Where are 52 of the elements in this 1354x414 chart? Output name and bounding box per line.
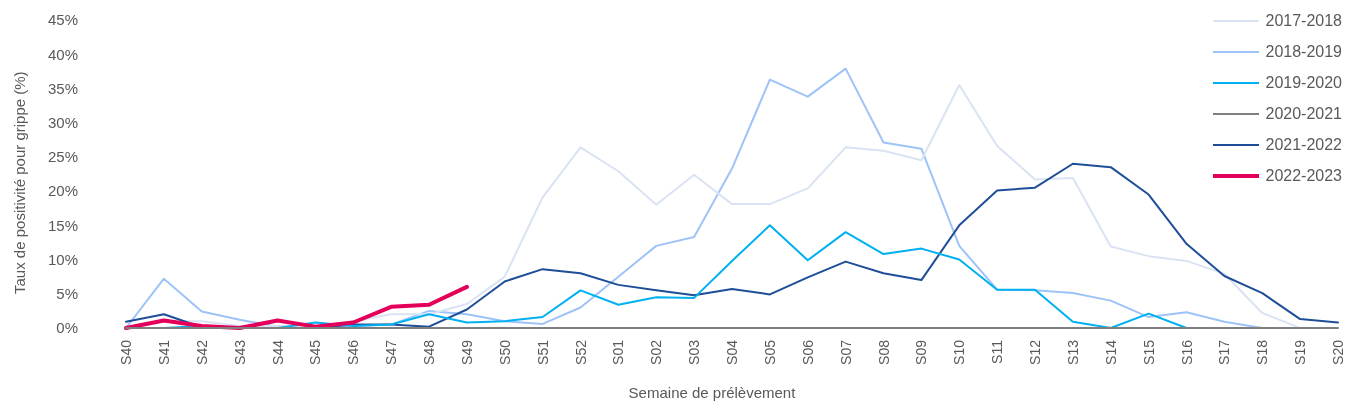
- legend-label: 2022-2023: [1265, 167, 1342, 185]
- y-tick-label: 40%: [47, 45, 78, 63]
- x-tick-label: S12: [1027, 339, 1043, 365]
- legend-label: 2018-2019: [1265, 43, 1342, 61]
- y-tick-label: 10%: [47, 250, 78, 268]
- x-tick-label: S42: [193, 339, 210, 365]
- legend-label: 2017-2018: [1265, 12, 1342, 30]
- x-tick-label: S10: [951, 339, 968, 365]
- y-tick-label: 20%: [47, 182, 78, 200]
- y-tick-label: 5%: [56, 285, 78, 303]
- x-tick-label: S51: [534, 339, 551, 365]
- line-series: [124, 284, 469, 330]
- x-tick-label: S13: [1064, 339, 1081, 365]
- x-tick-label: S20: [1330, 339, 1346, 365]
- x-tick-label: S46: [345, 339, 362, 365]
- x-tick-label: S18: [1254, 339, 1271, 365]
- x-tick-label: S48: [421, 339, 437, 365]
- x-tick-label: S06: [799, 339, 816, 365]
- x-tick-label: S14: [1102, 339, 1119, 365]
- x-tick-label: S01: [610, 339, 627, 365]
- y-tick-label: 30%: [47, 113, 78, 131]
- x-tick-label: S16: [1178, 339, 1195, 365]
- x-tick-label: S40: [118, 339, 134, 365]
- x-tick-label: S02: [648, 339, 665, 365]
- x-tick-label: S05: [761, 339, 778, 365]
- x-tick-label: S52: [572, 339, 589, 365]
- x-tick-label: S19: [1292, 339, 1309, 365]
- y-axis-title: Taux de positivité pour grippe (%): [11, 71, 29, 294]
- x-tick-label: S15: [1140, 339, 1157, 365]
- x-axis-title: Semaine de prélèvement: [628, 384, 797, 401]
- x-tick-label: S04: [724, 339, 740, 365]
- x-tick-label: S09: [913, 339, 930, 365]
- x-tick-label: S43: [231, 339, 248, 365]
- x-tick-label: S44: [269, 339, 286, 365]
- x-tick-label: S08: [875, 339, 892, 365]
- x-tick-label: S47: [383, 339, 400, 365]
- y-tick-label: 45%: [47, 11, 78, 29]
- y-tick-label: 25%: [47, 148, 78, 166]
- x-tick-label: S49: [458, 339, 475, 365]
- x-tick-label: S07: [837, 339, 854, 365]
- legend-label: 2019-2020: [1265, 74, 1342, 92]
- y-tick-label: 15%: [47, 216, 78, 234]
- y-tick-label: 0%: [56, 319, 78, 337]
- x-tick-label: S50: [496, 339, 513, 365]
- legend-label: 2021-2022: [1265, 136, 1342, 154]
- x-tick-label: S11: [989, 339, 1006, 364]
- x-tick-label: S17: [1216, 339, 1233, 365]
- x-tick-label: S03: [686, 339, 703, 365]
- x-tick-label: S45: [307, 339, 324, 365]
- legend-label: 2020-2021: [1265, 105, 1342, 123]
- x-tick-label: S41: [155, 339, 172, 365]
- y-tick-label: 35%: [47, 79, 78, 97]
